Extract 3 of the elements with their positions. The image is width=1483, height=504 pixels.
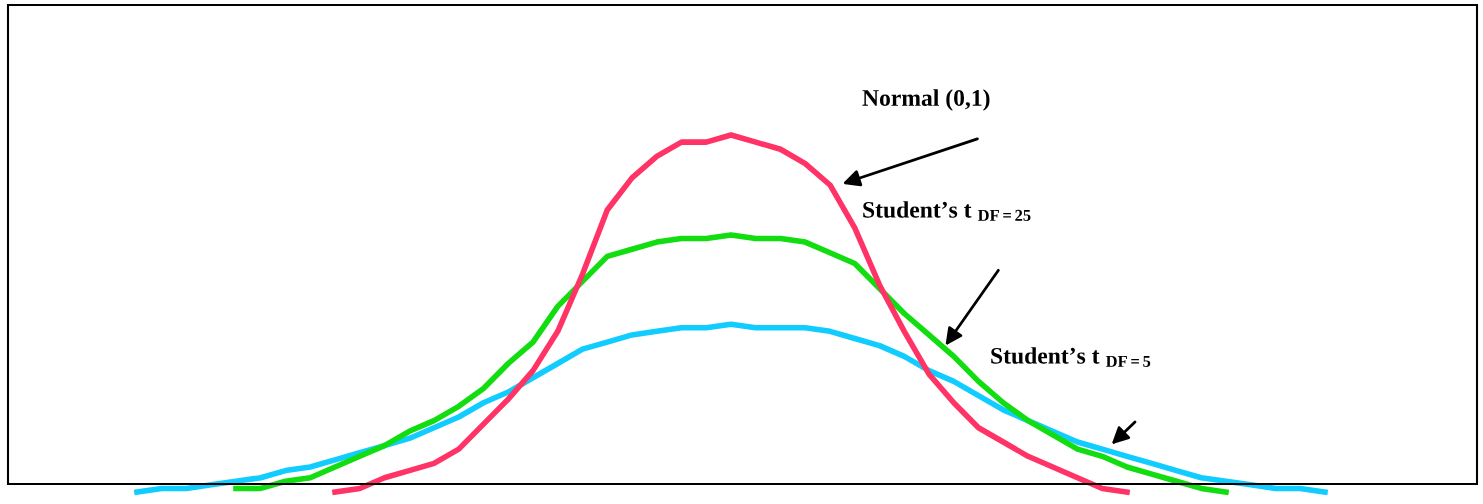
annotation: Student’s t $_{DF=5}$ — [991, 347, 1151, 367]
text: Normal (0,1) — [862, 89, 990, 111]
annotation: Student’s t $_{DF=25}$ — [863, 201, 1031, 221]
